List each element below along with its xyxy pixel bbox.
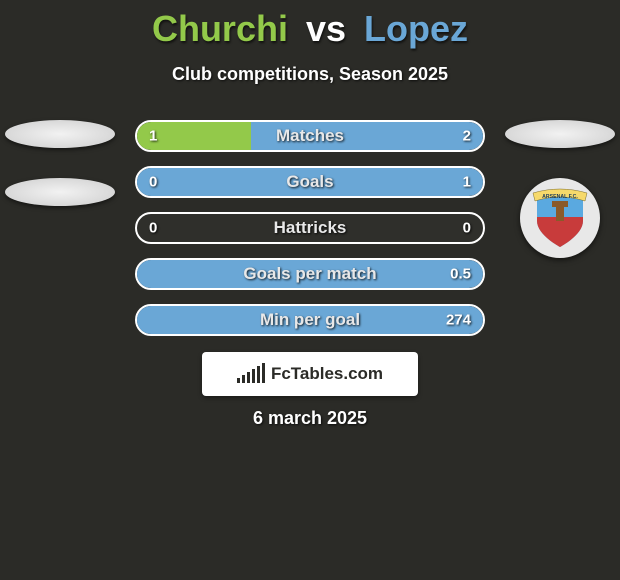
right-team-badges: ARSENAL F.C.: [500, 120, 620, 258]
team-badge-placeholder: [505, 120, 615, 148]
team-badge-placeholder: [5, 178, 115, 206]
value-left: 1: [149, 128, 157, 145]
comparison-row: 1 2 Matches: [135, 120, 485, 152]
comparison-row: 0 0 Hattricks: [135, 212, 485, 244]
svg-text:ARSENAL F.C.: ARSENAL F.C.: [542, 194, 578, 200]
comparison-row: 0 1 Goals: [135, 166, 485, 198]
value-left: 0: [149, 174, 157, 191]
vs-label: vs: [306, 8, 346, 49]
value-right: 0: [463, 220, 471, 237]
row-label: Goals per match: [243, 264, 376, 284]
left-team-badges: [0, 120, 120, 206]
value-right: 274: [446, 312, 471, 329]
team-badge-placeholder: [5, 120, 115, 148]
row-label: Min per goal: [260, 310, 360, 330]
row-label: Goals: [286, 172, 333, 192]
value-right: 2: [463, 128, 471, 145]
value-left: 0: [149, 220, 157, 237]
comparison-row: 0.5 Goals per match: [135, 258, 485, 290]
infographic-date: 6 march 2025: [253, 408, 367, 429]
team-crest-arsenal: ARSENAL F.C.: [520, 178, 600, 258]
chart-icon: [237, 365, 265, 383]
comparison-row: 274 Min per goal: [135, 304, 485, 336]
player1-name: Churchi: [152, 8, 288, 49]
player2-name: Lopez: [364, 8, 468, 49]
row-label: Hattricks: [274, 218, 347, 238]
attribution-text: FcTables.com: [271, 364, 383, 384]
subtitle: Club competitions, Season 2025: [0, 64, 620, 85]
crest-icon: ARSENAL F.C.: [525, 183, 595, 253]
value-right: 0.5: [450, 266, 471, 283]
page-title: Churchi vs Lopez: [0, 0, 620, 50]
attribution-badge: FcTables.com: [202, 352, 418, 396]
row-label: Matches: [276, 126, 344, 146]
comparison-rows: 1 2 Matches 0 1 Goals 0 0 Hattricks 0.5 Goals per …: [135, 120, 485, 336]
value-right: 1: [463, 174, 471, 191]
